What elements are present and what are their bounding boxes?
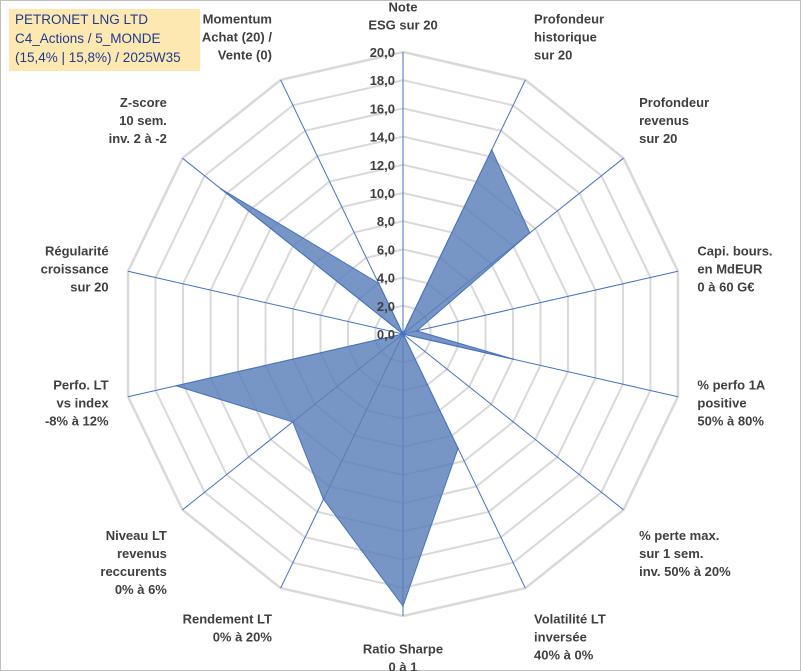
radar-tick-labels: 0,0 2,0 4,0 6,0 8,0 10,0 12,0 14,0 16,0 18,0 20,0 [370, 45, 395, 342]
axis-label-line: % perfo 1A [697, 378, 766, 393]
tick-label: 0,0 [377, 327, 395, 342]
title-box: PETRONET LNG LTD C4_Actions / 5_MONDE (1… [9, 9, 200, 71]
axis-label-line: Volatilité LT [534, 612, 606, 627]
axis-label-line: 0% à 6% [115, 582, 167, 597]
axis-label-line: sur 20 [70, 279, 108, 294]
axis-label-line: en MdEUR [697, 261, 763, 276]
axis-label-line: Profondeur [534, 11, 604, 26]
data-point-1 [490, 148, 493, 151]
tick-label: 14,0 [370, 130, 395, 145]
axis-label-10: Perfo. LT vs index -8% à 12% [45, 378, 109, 429]
axis-label-line: % perte max. [639, 528, 719, 543]
axis-label-line: 50% à 80% [697, 414, 764, 429]
axis-label-4: % perfo 1A positive 50% à 80% [697, 378, 766, 429]
axis-label-line: inv. 50% à 20% [639, 564, 731, 579]
axis-label-11: Régularité croissance sur 20 [41, 243, 109, 294]
axis-label-6: Volatilité LT inversée 40% à 0% [534, 612, 606, 663]
axis-label-line: croissance [41, 261, 109, 276]
data-point-8 [322, 498, 325, 500]
axis-label-line: Régularité [45, 243, 109, 258]
axis-label-line: Momentum [203, 11, 272, 26]
data-point-10 [175, 384, 177, 387]
data-point-2 [528, 232, 531, 234]
spoke-11 [127, 270, 404, 335]
company-name: PETRONET LNG LTD [15, 12, 149, 27]
axis-label-1: Profondeur historique sur 20 [534, 11, 604, 62]
axis-label-line: Perfo. LT [53, 378, 108, 393]
axis-label-7: Ratio Sharpe 0 à 1 [363, 642, 443, 671]
axis-label-12: Z-score 10 sem. inv. 2 à -2 [109, 95, 167, 146]
data-point-9 [291, 421, 294, 423]
portfolio-path: C4_Actions / 5_MONDE [15, 31, 161, 46]
tick-label: 4,0 [377, 271, 395, 286]
tick-label: 18,0 [370, 73, 395, 88]
axis-label-line: positive [697, 396, 746, 411]
axis-label-line: sur 1 sem. [639, 546, 703, 561]
radar-series [174, 148, 531, 608]
axis-label-13: Momentum Achat (20) / Vente (0) [202, 11, 272, 62]
axis-label-line: Note [389, 0, 418, 15]
axis-label-0: Note ESG sur 20 [368, 0, 437, 33]
axis-label-3: Capi. bours. en MdEUR 0 à 60 G€ [697, 243, 772, 294]
axis-label-9: Niveau LT revenus reccurents 0% à 6% [100, 528, 167, 597]
axis-label-line: historique [534, 29, 597, 44]
axis-label-line: 0 à 1 [389, 660, 418, 671]
axis-label-line: 0 à 60 G€ [697, 279, 754, 294]
axis-label-line: sur 20 [639, 131, 677, 146]
tick-label: 16,0 [370, 101, 395, 116]
data-point-3 [415, 330, 418, 332]
data-point-13 [377, 282, 380, 284]
period-info: (15,4% | 15,8%) / 2025W35 [15, 50, 181, 65]
axis-label-line: 0% à 20% [213, 630, 273, 645]
series-area [174, 148, 531, 608]
axis-label-line: Profondeur [639, 95, 709, 110]
tick-label: 12,0 [370, 158, 395, 173]
axis-label-line: revenus [117, 546, 167, 561]
axis-label-line: 40% à 0% [534, 648, 594, 663]
tick-label: 8,0 [377, 214, 395, 229]
axis-label-line: Z-score [120, 95, 167, 110]
axis-label-line: ESG sur 20 [368, 18, 437, 33]
axis-label-line: Capi. bours. [697, 243, 772, 258]
tick-label: 10,0 [370, 186, 395, 201]
axis-label-line: -8% à 12% [45, 414, 109, 429]
axis-label-line: Achat (20) / [202, 29, 272, 44]
tick-label: 2,0 [377, 299, 395, 314]
axis-label-2: Profondeur revenus sur 20 [639, 95, 709, 146]
tick-label: 20,0 [370, 45, 395, 60]
data-point-4 [512, 358, 514, 360]
axis-label-line: inv. 2 à -2 [109, 131, 167, 146]
axis-label-line: Ratio Sharpe [363, 642, 443, 657]
axis-label-line: Rendement LT [183, 612, 272, 627]
data-point-12 [220, 188, 222, 190]
axis-label-line: inversée [534, 630, 587, 645]
axis-label-line: reccurents [100, 564, 166, 579]
data-point-11 [402, 333, 404, 335]
spoke-3 [402, 270, 679, 335]
axis-label-line: vs index [57, 396, 110, 411]
axis-label-5: % perte max. sur 1 sem. inv. 50% à 20% [639, 528, 731, 579]
data-point-6 [457, 447, 459, 450]
tick-label: 6,0 [377, 242, 395, 257]
spoke-5 [402, 333, 624, 511]
data-point-7 [402, 605, 404, 607]
axis-label-line: Niveau LT [106, 528, 167, 543]
axis-label-8: Rendement LT 0% à 20% [183, 612, 273, 645]
axis-label-line: 10 sem. [119, 113, 167, 128]
axis-label-line: revenus [639, 113, 689, 128]
radar-axis-labels: Note ESG sur 20 Profondeur historique sur 20… [41, 0, 773, 671]
axis-label-line: sur 20 [534, 47, 572, 62]
axis-label-line: Vente (0) [218, 47, 272, 62]
